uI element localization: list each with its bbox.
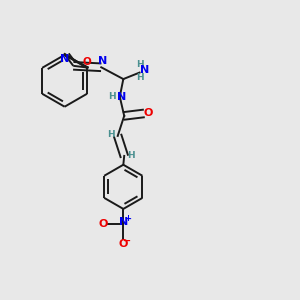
Text: H: H — [136, 74, 144, 82]
Text: O: O — [118, 239, 128, 249]
Text: H: H — [109, 92, 116, 100]
Text: −: − — [123, 236, 131, 246]
Text: N: N — [60, 54, 70, 64]
Text: N: N — [119, 218, 128, 227]
Text: N: N — [140, 65, 149, 75]
Text: H: H — [127, 151, 134, 160]
Text: N: N — [117, 92, 126, 102]
Text: N: N — [98, 56, 107, 66]
Text: H: H — [107, 130, 115, 139]
Text: +: + — [124, 214, 131, 224]
Text: O: O — [99, 219, 108, 229]
Text: O: O — [83, 57, 92, 68]
Text: O: O — [143, 108, 153, 118]
Text: H: H — [136, 60, 143, 69]
